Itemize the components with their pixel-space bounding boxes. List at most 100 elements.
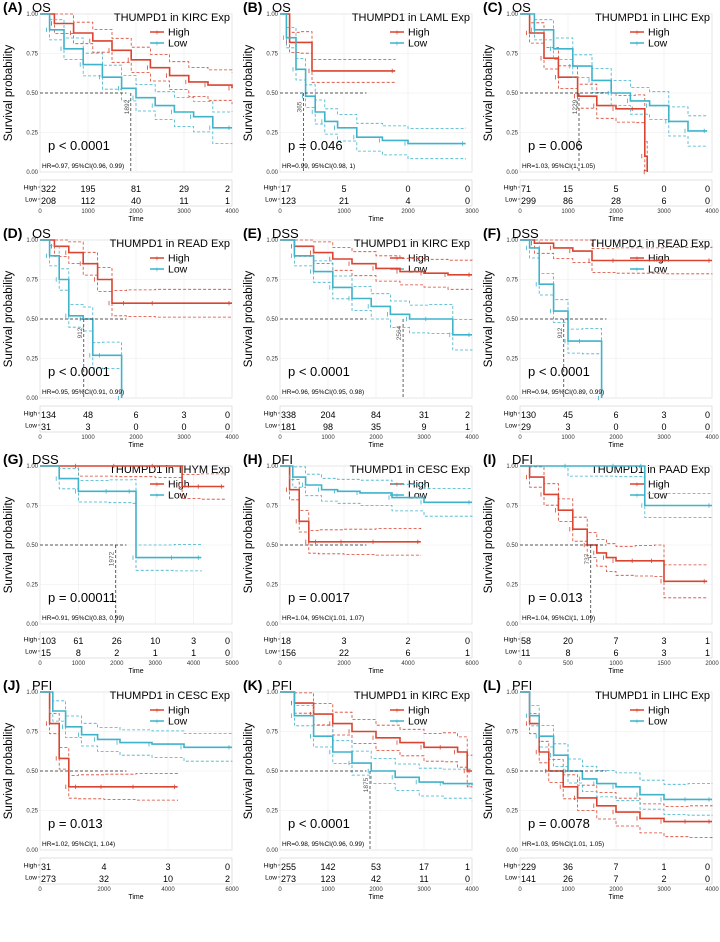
endpoint-label: OS	[32, 0, 51, 15]
risk-count: 0	[225, 648, 230, 658]
ci-band-lower	[520, 239, 602, 398]
p-value: p < 0.0001	[48, 364, 110, 379]
y-axis-label: Survival probability	[3, 722, 15, 819]
km-panel: 0.00 0.25 0.50 0.75 1.00 Survival probability…	[3, 0, 239, 223]
x-axis-label: Time	[128, 668, 143, 675]
y-tick-label: 0.75	[26, 52, 38, 58]
risk-table	[39, 405, 233, 433]
endpoint-label: DSS	[272, 226, 299, 241]
panel-label: (L)	[483, 677, 501, 693]
survival-curve-high	[280, 691, 472, 772]
risk-count: 58	[521, 636, 531, 646]
legend-swatch-mark: +	[635, 265, 640, 274]
y-tick-label: 1.00	[266, 12, 278, 18]
x-tick-label: 0	[518, 209, 522, 215]
risk-count: 40	[131, 196, 141, 206]
ci-band-upper	[40, 691, 178, 776]
ci-band-lower	[520, 239, 713, 275]
x-tick-label: 3000	[417, 435, 431, 441]
p-value: p = 0.0078	[528, 816, 590, 831]
endpoint-label: OS	[272, 0, 291, 15]
legend-entry: Low	[648, 490, 668, 502]
panel-title: THUMPD1 in KIRC Exp	[354, 690, 470, 702]
risk-table	[279, 857, 473, 885]
x-tick-label: 0	[518, 661, 522, 667]
survival-curve-high	[40, 13, 233, 89]
risk-table	[39, 179, 233, 207]
risk-count: 17	[419, 862, 429, 872]
y-axis-label: Survival probability	[243, 722, 255, 819]
y-tick-label: 1.00	[506, 12, 518, 18]
risk-table	[39, 857, 233, 885]
x-tick-label: 500	[563, 661, 574, 667]
risk-count: 0	[133, 422, 138, 432]
risk-count: 3	[341, 636, 346, 646]
x-tick-label: 0	[38, 887, 42, 893]
y-tick-label: 0.25	[506, 357, 518, 363]
y-tick-label: 1.00	[266, 238, 278, 244]
risk-count: 42	[371, 874, 381, 884]
risk-row-label: Low	[505, 197, 517, 204]
x-tick-label: 4000	[465, 435, 479, 441]
y-tick-label: 0.50	[26, 769, 38, 775]
panel-title: THUMPD1 in KIRC Exp	[354, 238, 470, 250]
km-panel: 0.00 0.25 0.50 0.75 1.00 Survival probability…	[3, 677, 239, 901]
survival-curve-low	[280, 465, 472, 504]
y-tick-label: 0.00	[506, 622, 518, 628]
km-panel: 0.00 0.25 0.50 0.75 1.00 Survival probability…	[3, 225, 239, 449]
risk-count: 0	[705, 874, 710, 884]
risk-count: 0	[705, 862, 710, 872]
risk-count: 6	[133, 410, 138, 420]
y-tick-label: 0.50	[506, 543, 518, 549]
x-axis-label: Time	[368, 216, 383, 223]
km-panel: 0.00 0.25 0.50 0.75 1.00 Survival probability…	[483, 0, 719, 223]
legend-entry: Low	[168, 264, 188, 276]
y-tick-label: 0.25	[266, 131, 278, 137]
risk-table	[279, 405, 473, 433]
x-tick-label: 4000	[465, 887, 479, 893]
x-tick-label: 4000	[401, 661, 415, 667]
risk-count: 0	[465, 184, 470, 194]
legend-entry: Low	[408, 38, 428, 50]
panel-label: (I)	[483, 451, 496, 467]
p-value: p = 0.013	[528, 590, 583, 605]
y-tick-label: 0.50	[266, 543, 278, 549]
x-tick-label: 2000	[369, 435, 383, 441]
risk-count: 26	[563, 874, 573, 884]
risk-count: 0	[181, 422, 186, 432]
x-tick-label: 3000	[465, 209, 479, 215]
legend-swatch-mark: +	[155, 480, 160, 489]
x-tick-label: 2000	[401, 209, 415, 215]
survival-curve-low	[520, 465, 712, 507]
km-panel: 0.00 0.25 0.50 0.75 1.00 Survival probability…	[243, 677, 479, 901]
x-tick-label: 1000	[561, 209, 575, 215]
survival-curve-low	[280, 13, 466, 145]
km-panel: 0.00 0.25 0.50 0.75 1.00 Survival probability…	[243, 451, 479, 675]
legend-entry: Low	[648, 38, 668, 50]
y-axis-label: Survival probability	[3, 270, 15, 367]
risk-table	[519, 405, 713, 433]
y-tick-label: 0.00	[26, 622, 38, 628]
y-tick-label: 0.75	[26, 730, 38, 736]
y-axis-label: Survival probability	[483, 722, 495, 819]
y-tick-label: 0.25	[266, 583, 278, 589]
x-tick-label: 4000	[705, 435, 719, 441]
risk-count: 0	[661, 184, 666, 194]
x-axis-label: Time	[608, 668, 623, 675]
risk-count: 11	[179, 196, 188, 206]
risk-count: 6	[613, 410, 618, 420]
median-label: 1892	[124, 99, 131, 114]
legend-entry: Low	[648, 264, 668, 276]
x-tick-label: 2000	[110, 661, 124, 667]
x-tick-label: 0	[278, 661, 282, 667]
risk-count: 11	[521, 648, 530, 658]
ci-band-upper	[520, 239, 602, 385]
endpoint-label: OS	[32, 226, 51, 241]
risk-table	[519, 631, 713, 659]
risk-count: 17	[281, 184, 291, 194]
risk-count: 0	[225, 862, 230, 872]
legend-entry: Low	[408, 716, 428, 728]
risk-count: 0	[225, 410, 230, 420]
x-tick-label: 3000	[417, 887, 431, 893]
y-axis-label: Survival probability	[3, 496, 15, 593]
